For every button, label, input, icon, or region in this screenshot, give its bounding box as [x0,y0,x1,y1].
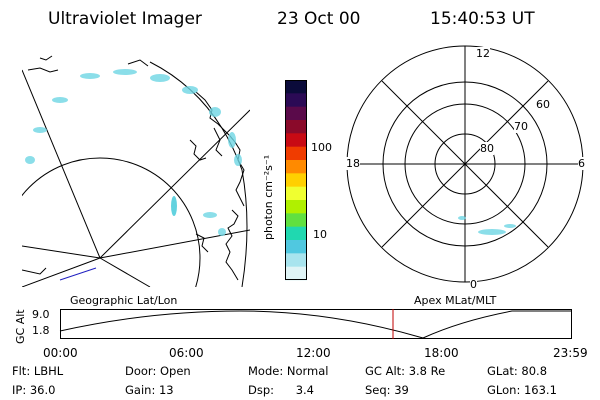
map-longitude-line [99,229,250,259]
coastline [127,59,149,67]
mlt-meridian [381,80,549,248]
coastline [213,127,223,157]
param-gcalt-value: 3.8 Re [408,364,446,378]
param-mode-value: Normal [286,364,329,378]
timeline-ytick-max: 9.0 [32,308,50,321]
coastline [189,139,207,161]
orbit-altitude-plot [59,309,572,339]
mlat-label-70: 70 [514,120,528,133]
timeline-frame [60,309,572,339]
right-panel-label: Apex MLat/MLT [414,294,497,307]
map-longitude-line [22,245,101,259]
param-ip-value: 36.0 [29,383,56,397]
coastline [27,67,59,73]
image-date: 23 Oct 00 [277,9,361,29]
param-gcalt-label: GC Alt: [365,364,406,378]
param-ip-label: IP: [12,383,27,397]
colorbar-swatch [285,200,307,214]
timeline-xtick-0000: 00:00 [43,346,78,360]
mlt-label-18: 18 [346,157,360,170]
map-longitude-line [22,257,101,287]
param-glon: GLon: 163.1 [487,383,557,397]
param-glon-value: 163.1 [523,383,557,397]
auroral-emission [25,69,242,236]
coastline [195,233,209,253]
param-door-value: Open [159,364,191,378]
param-gain-value: 13 [158,383,174,397]
map-longitude-line [99,257,151,287]
colorbar-swatch [285,173,307,188]
param-dsp: Dsp: 3.4 [248,383,314,397]
colorbar-swatch [285,80,307,94]
colorbar-swatch [285,226,307,241]
mlat-label-60: 60 [536,98,550,111]
param-gain-label: Gain: [125,383,156,397]
param-mode: Mode: Normal [248,364,328,378]
param-seq-label: Seq: [365,383,391,397]
colorbar-unit-label: photon cm⁻²s⁻¹ [262,154,275,240]
coastline [22,267,47,275]
colorbar-swatch [285,160,307,174]
mlat-label-80: 80 [480,142,494,155]
image-time: 15:40:53 UT [430,9,535,29]
coastline [39,55,53,61]
param-gcalt: GC Alt: 3.8 Re [365,364,445,378]
colorbar-tick-100: 100 [311,141,332,154]
param-ip: IP: 36.0 [12,383,55,397]
param-dsp-label: Dsp: [248,383,275,397]
colorbar-swatch [285,213,307,228]
colorbar-swatch [285,186,307,201]
param-glat-label: GLat: [487,364,518,378]
param-door: Door: Open [125,364,191,378]
altitude-curve [59,310,572,339]
timeline-xtick-1800: 18:00 [424,346,459,360]
instrument-title: Ultraviolet Imager [48,9,202,29]
coastline [225,209,239,281]
mlt-label-12: 12 [476,47,490,60]
colorbar-swatch [285,120,307,134]
param-glon-label: GLon: [487,383,521,397]
map-longitude-line [22,69,101,259]
colorbar-frame [285,80,307,280]
param-gain: Gain: 13 [125,383,174,397]
map-limb-arc [149,61,248,287]
param-dsp-value: 3.4 [295,383,314,397]
mlat-ring-outer [346,45,584,283]
mlat-ring-70 [404,103,526,225]
map-longitude-line [99,109,250,259]
param-flt-value: LBHL [33,364,64,378]
colorbar-swatch [285,240,307,254]
mlt-label-0: 0 [470,278,477,291]
param-door-label: Door: [125,364,157,378]
param-mode-label: Mode: [248,364,284,378]
coastline [195,91,245,207]
colorbar-swatch [285,106,307,121]
colorbar-swatch [285,93,307,108]
param-seq-value: 39 [394,383,409,397]
colorbar-swatch [285,266,307,281]
timeline-xtick-1200: 12:00 [296,346,331,360]
left-panel-label: Geographic Lat/Lon [70,294,178,307]
timeline-ytick-min: 1.8 [32,324,50,337]
mlat-ring-60 [382,81,548,247]
polar-auroral-emission [458,216,516,235]
coastline [59,267,97,281]
timeline-ylabel: GC Alt [14,309,27,344]
param-glat-value: 80.8 [521,364,548,378]
param-flt-label: Flt: [12,364,31,378]
mlt-meridian [381,80,549,248]
timeline-xtick-0600: 06:00 [169,346,204,360]
param-seq: Seq: 39 [365,383,409,397]
colorbar-swatch [285,146,307,161]
timeline-xtick-2359: 23:59 [553,346,588,360]
param-glat: GLat: 80.8 [487,364,547,378]
colorbar-swatch [285,253,307,268]
colorbar-swatch [285,133,307,148]
colorbar-tick-10: 10 [313,228,327,241]
param-flt: Flt: LBHL [12,364,63,378]
intensity-colorbar [285,80,307,281]
mlt-label-6: 6 [578,157,585,170]
